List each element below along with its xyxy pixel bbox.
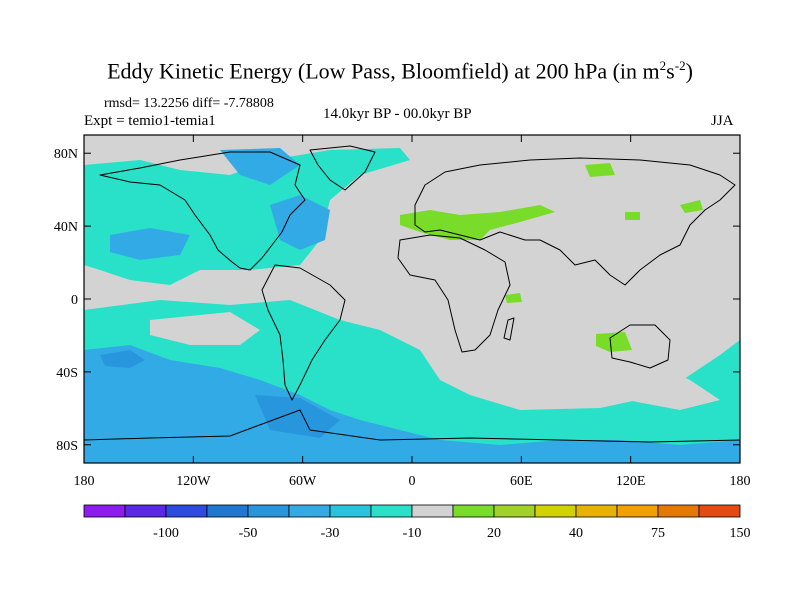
colorbar-swatch bbox=[534, 504, 577, 518]
colorbar-label: -100 bbox=[153, 526, 179, 541]
positive-region-australia bbox=[596, 332, 632, 352]
season-label: JJA bbox=[711, 113, 734, 129]
coastline-madagascar bbox=[503, 317, 515, 341]
coastline-australia bbox=[609, 324, 671, 369]
x-tick-label: 120E bbox=[616, 474, 646, 489]
colorbar-swatch bbox=[288, 504, 331, 518]
anomaly-region-antarctic-peninsula bbox=[255, 395, 340, 438]
anomaly-region-north-atlantic bbox=[270, 195, 330, 250]
positive-region-china bbox=[625, 212, 640, 220]
colorbar-label: 20 bbox=[487, 526, 501, 541]
coastline-north-america bbox=[99, 151, 306, 271]
y-tick-label: 0 bbox=[71, 293, 78, 308]
x-tick-label: 120W bbox=[176, 474, 211, 489]
colorbar-swatch bbox=[657, 504, 700, 518]
anomaly-contours bbox=[84, 148, 740, 463]
x-tick-label: 60E bbox=[510, 474, 533, 489]
colorbar-swatch bbox=[329, 504, 372, 518]
colorbar-swatch bbox=[124, 504, 167, 518]
colorbar-swatch bbox=[698, 504, 741, 518]
positive-region-arctic bbox=[585, 163, 615, 177]
coastline-antarctica bbox=[84, 409, 740, 443]
colorbar-label: -50 bbox=[239, 526, 258, 541]
coastline-europe-asia bbox=[414, 157, 736, 286]
anomaly-region-south-pacific bbox=[84, 345, 740, 463]
colorbar: -100 -50 -30 -10 20 40 75 150 bbox=[83, 504, 751, 541]
x-tick-label: 180 bbox=[730, 474, 751, 489]
x-tick-label: 0 bbox=[409, 474, 416, 489]
colorbar-swatch bbox=[370, 504, 413, 518]
colorbar-swatch bbox=[616, 504, 659, 518]
axis-ticks: 80N 40N 0 40S 80S 180 120W 60W 0 60E 120E 180 bbox=[54, 135, 751, 489]
colorbar-label: 75 bbox=[651, 526, 665, 541]
anomaly-region-canada bbox=[220, 148, 300, 185]
coastline-africa bbox=[397, 234, 511, 353]
colorbar-swatch bbox=[206, 504, 249, 518]
colorbar-label: -10 bbox=[403, 526, 422, 541]
grey-band-south bbox=[420, 330, 720, 410]
y-tick-label: 80N bbox=[54, 147, 78, 162]
grey-band-southeast-pacific bbox=[150, 312, 260, 345]
colorbar-swatch bbox=[411, 504, 454, 518]
positive-region-africa bbox=[505, 293, 522, 303]
y-tick-label: 80S bbox=[56, 439, 78, 454]
experiment-label: Expt = temio1-temia1 bbox=[84, 113, 216, 129]
anomaly-region-north-pacific-core bbox=[110, 228, 190, 260]
y-tick-label: 40S bbox=[56, 366, 78, 381]
x-tick-label: 180 bbox=[74, 474, 95, 489]
coastline-south-america bbox=[261, 264, 346, 401]
colorbar-swatch bbox=[575, 504, 618, 518]
colorbar-label: -30 bbox=[321, 526, 340, 541]
colorbar-label: 40 bbox=[569, 526, 583, 541]
y-tick-label: 40N bbox=[54, 220, 78, 235]
coastline-greenland bbox=[309, 145, 376, 191]
colorbar-label: 150 bbox=[730, 526, 751, 541]
positive-region-east-asia bbox=[680, 200, 703, 213]
anomaly-region-south-pacific-core bbox=[100, 350, 145, 368]
positive-region-middle-east bbox=[400, 205, 555, 240]
colorbar-swatch bbox=[165, 504, 208, 518]
plot-title: Eddy Kinetic Energy (Low Pass, Bloomfiel… bbox=[107, 58, 693, 84]
colorbar-swatch bbox=[83, 504, 126, 518]
period-label: 14.0kyr BP - 00.0kyr BP bbox=[323, 106, 472, 122]
rmsd-diff-label: rmsd= 13.2256 diff= -7.78808 bbox=[104, 96, 274, 111]
colorbar-swatch bbox=[493, 504, 536, 518]
colorbar-swatch bbox=[247, 504, 290, 518]
x-tick-label: 60W bbox=[289, 474, 317, 489]
coastlines bbox=[84, 145, 740, 443]
colorbar-swatch bbox=[452, 504, 495, 518]
